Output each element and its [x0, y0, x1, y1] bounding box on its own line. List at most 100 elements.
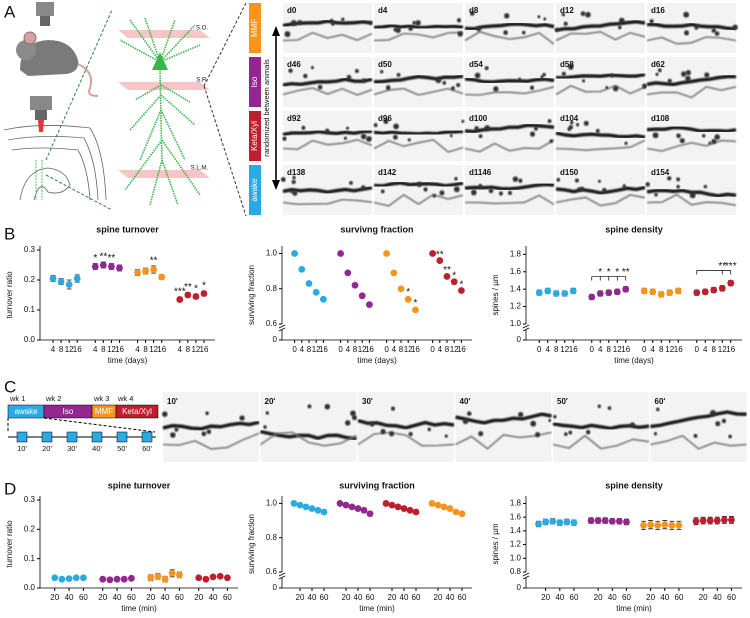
- data-point: [65, 281, 73, 288]
- spine: [493, 86, 499, 92]
- micrograph: [373, 3, 464, 53]
- data-point: [400, 505, 408, 512]
- image-bg: [260, 392, 357, 462]
- data-point: [429, 250, 436, 257]
- data-point: [209, 573, 217, 581]
- x-tick-label: 20: [388, 593, 397, 602]
- x-tick-label: 8: [353, 345, 358, 354]
- spine: [388, 431, 395, 437]
- x-tick-label: 40: [354, 593, 363, 602]
- x-tick-label: 40: [65, 593, 74, 602]
- spine: [548, 419, 552, 423]
- timepoint-box: [141, 431, 153, 443]
- x-tick-label: 16: [411, 345, 420, 354]
- spine: [667, 78, 672, 83]
- spine: [297, 20, 303, 25]
- x-tick-label: 40: [446, 593, 455, 602]
- data-point: [108, 263, 115, 270]
- significance: **: [436, 249, 444, 260]
- y-tick-label: 0.3: [24, 495, 36, 504]
- image-label: 50': [557, 397, 568, 406]
- spine: [652, 132, 659, 139]
- micrograph: [373, 165, 464, 215]
- x-tick-label: 60: [366, 593, 375, 602]
- data-point: [308, 505, 316, 512]
- significance: **: [718, 261, 726, 272]
- spine: [361, 78, 366, 83]
- significance: *: [413, 298, 417, 309]
- x-axis-label: time (days): [357, 356, 397, 365]
- spine: [728, 434, 732, 439]
- spine: [610, 73, 615, 78]
- dendrite: [555, 194, 646, 207]
- data-point: [113, 575, 121, 583]
- data-point: [390, 269, 398, 277]
- data-point: [382, 500, 390, 507]
- data-point: [49, 275, 57, 282]
- data-point: [657, 291, 665, 298]
- significance: **: [184, 282, 192, 293]
- x-tick-label: 8: [307, 345, 312, 354]
- spine: [453, 186, 460, 193]
- data-point: [428, 500, 436, 507]
- dendrite: [552, 434, 650, 450]
- spine: [170, 432, 176, 438]
- data-point: [661, 521, 669, 529]
- x-tick-label: 8: [445, 345, 450, 354]
- dendrite: [555, 30, 646, 42]
- week-label: wk 1: [9, 394, 25, 403]
- data-point: [354, 505, 362, 512]
- spine: [622, 184, 627, 188]
- spine: [708, 141, 712, 145]
- data-point: [305, 280, 313, 287]
- spine: [556, 177, 561, 182]
- spine: [685, 75, 691, 82]
- x-tick-label: 20: [541, 593, 550, 602]
- spine: [344, 420, 351, 426]
- data-point: [394, 503, 402, 511]
- spine: [206, 429, 212, 435]
- zoom-line: [7, 417, 156, 433]
- dendrite: [357, 431, 455, 447]
- dendrite: [555, 139, 646, 152]
- data-point: [116, 264, 123, 272]
- image-label: 20': [265, 397, 276, 406]
- y-tick-label: 0.6: [266, 319, 278, 328]
- spine: [383, 118, 389, 124]
- data-point: [436, 257, 444, 264]
- axis-break: [522, 324, 530, 329]
- significance: **: [150, 256, 158, 267]
- data-point: [176, 296, 184, 303]
- significance: ***: [174, 287, 186, 298]
- spine: [343, 136, 348, 140]
- x-tick-label: 60: [412, 593, 421, 602]
- data-point: [312, 288, 320, 296]
- dendrite: [455, 412, 552, 425]
- spine: [595, 128, 600, 133]
- data-point: [706, 517, 714, 524]
- x-tick-label: 12: [560, 345, 569, 354]
- y-tick-label: 0.2: [24, 275, 36, 284]
- spine: [703, 184, 708, 189]
- spine: [341, 17, 345, 22]
- spine: [350, 410, 356, 417]
- spine: [476, 26, 482, 32]
- data-point: [336, 500, 344, 507]
- data-point: [314, 506, 322, 514]
- x-tick-label: 20: [594, 593, 603, 602]
- image-label: d154: [651, 168, 670, 177]
- condition-label: MMF: [95, 407, 113, 416]
- x-tick-label: 12: [613, 345, 622, 354]
- spine: [469, 11, 475, 16]
- spine: [561, 12, 566, 17]
- spine: [693, 433, 698, 438]
- data-point: [443, 273, 451, 280]
- data-point: [195, 574, 203, 582]
- spine: [303, 73, 308, 79]
- data-point: [168, 569, 176, 577]
- data-point: [360, 506, 368, 514]
- dendrite: [282, 198, 373, 206]
- spine: [396, 72, 401, 77]
- mouse-illustration: [16, 2, 99, 132]
- dendrite: [646, 125, 737, 133]
